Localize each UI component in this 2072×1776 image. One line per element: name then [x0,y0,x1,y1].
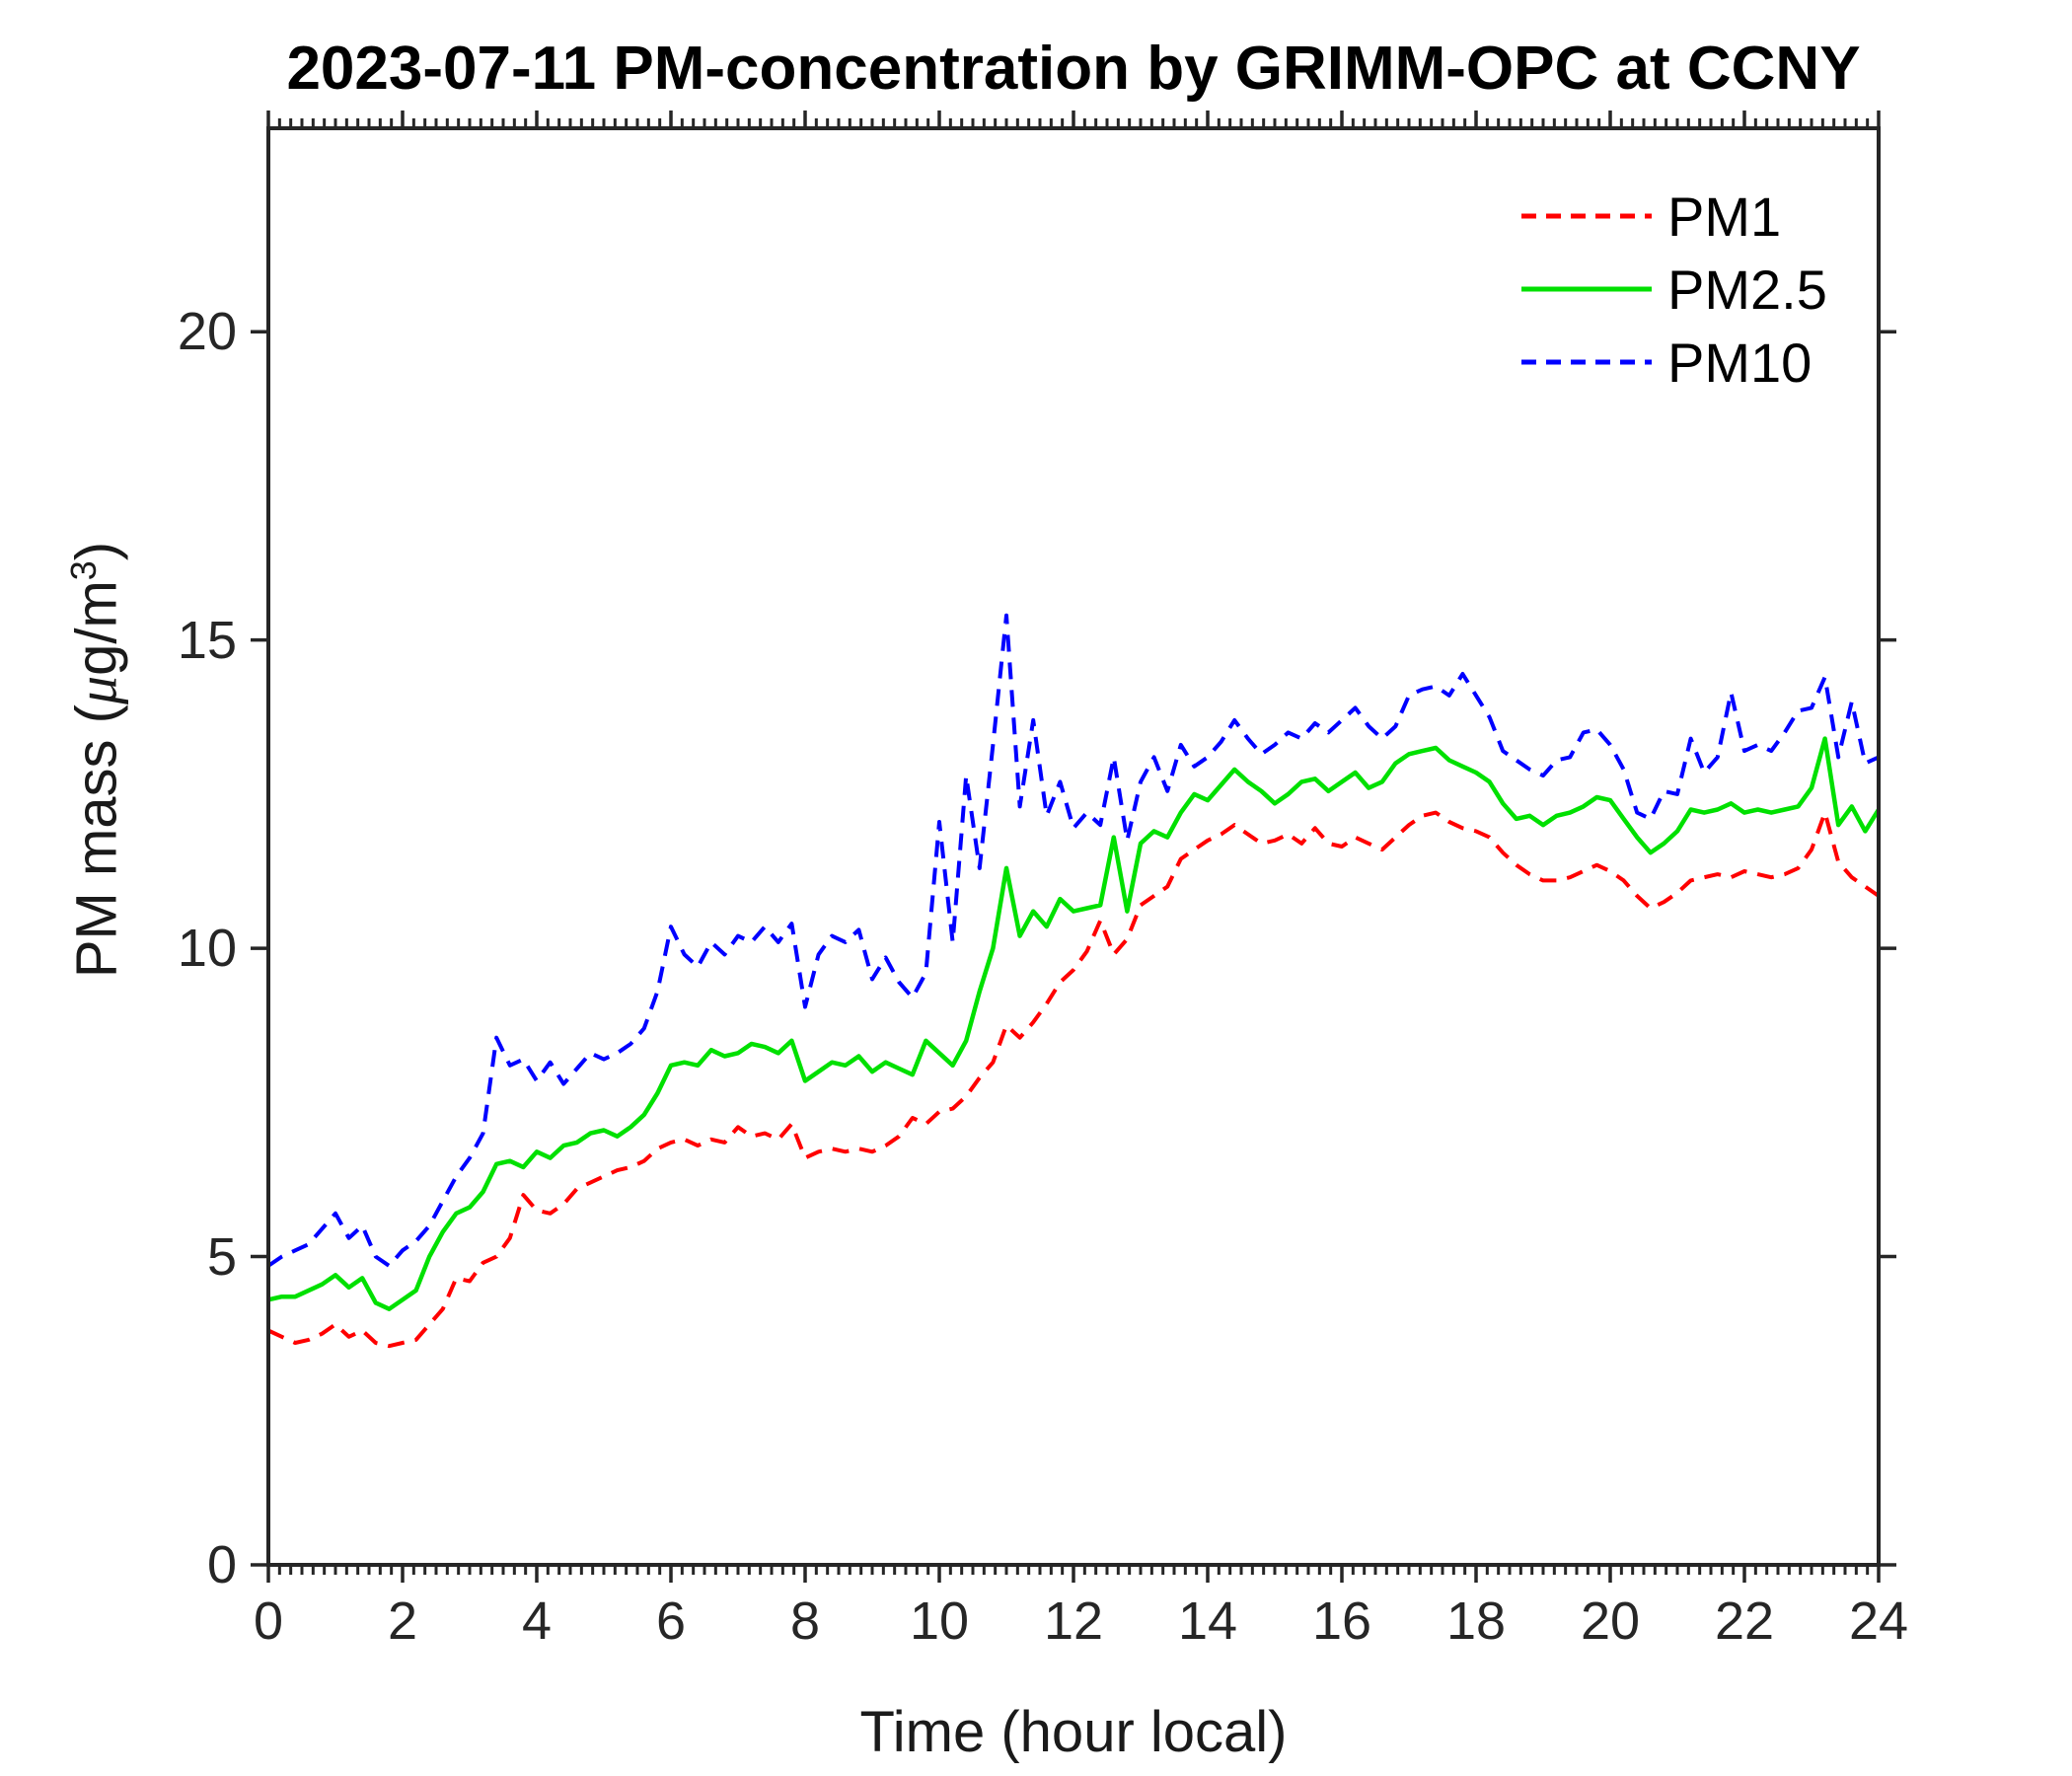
major-ticks [251,111,1896,1583]
x-tick-label: 22 [1714,1591,1775,1651]
legend-item-pm10: PM10 [1521,326,1827,399]
y-label-suffix: ) [64,541,129,561]
x-tick-label: 16 [1311,1591,1372,1651]
y-tick-label: 0 [206,1535,237,1594]
x-axis-label: Time (hour local) [859,1700,1288,1764]
series-line-pm10 [268,613,1879,1268]
x-tick-label: 10 [909,1591,970,1651]
y-tick-label: 15 [177,610,237,670]
series-line-pm1 [268,810,1879,1349]
x-tick-label: 4 [521,1591,553,1651]
legend: PM1 PM2.5 PM10 [1521,180,1827,399]
y-label-exponent: 3 [63,560,105,581]
x-tick-label: 2 [387,1591,418,1651]
mu-symbol: μ [64,675,129,705]
y-tick-label: 5 [206,1226,237,1287]
axes-box [266,126,1881,1567]
legend-label: PM1 [1667,185,1782,248]
y-tick-label: 10 [177,919,237,979]
y-tick-label: 20 [177,302,237,362]
x-tick-label: 8 [789,1591,821,1651]
x-tick-label: 0 [253,1591,284,1651]
legend-line-sample [1521,213,1652,219]
x-tick-label: 12 [1043,1591,1104,1651]
legend-item-pm1: PM1 [1521,180,1827,253]
x-tick-label: 6 [655,1591,687,1651]
x-tick-label: 18 [1445,1591,1507,1651]
legend-item-pm2-5: PM2.5 [1521,253,1827,326]
x-tick-label: 20 [1580,1591,1641,1651]
x-tick-label: 14 [1177,1591,1238,1651]
legend-label: PM2.5 [1667,258,1827,321]
legend-line-sample [1521,286,1652,292]
legend-label: PM10 [1667,331,1813,394]
legend-line-sample [1521,359,1652,365]
x-tick-label: 24 [1848,1591,1909,1651]
series-line-pm2-5 [268,736,1879,1311]
page-title: 2023-07-11 PM-concentration by GRIMM-OPC… [286,35,1861,103]
